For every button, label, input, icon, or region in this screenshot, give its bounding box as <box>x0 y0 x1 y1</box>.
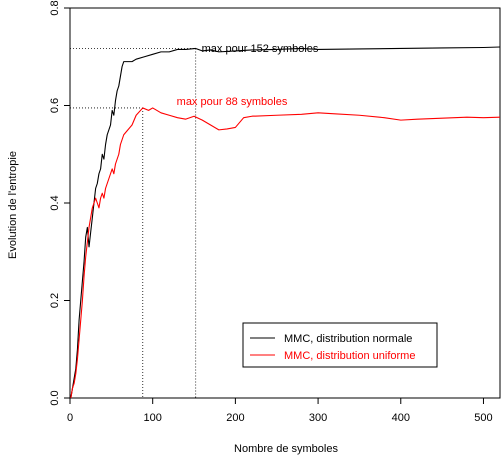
x-axis: 0 100 200 300 400 500 <box>67 398 493 424</box>
series-line-0 <box>70 46 501 399</box>
legend-label-normale: MMC, distribution normale <box>284 333 412 345</box>
x-tick-label-0: 0 <box>67 412 73 424</box>
y-tick-label-4: 0.8 <box>49 0 61 15</box>
annotation-max-152: max pour 152 symboles <box>202 43 319 55</box>
legend: MMC, distribution normale MMC, distribut… <box>242 322 438 368</box>
y-tick-label-0: 0.0 <box>49 390 61 405</box>
x-tick-label-100: 100 <box>144 412 162 424</box>
x-tick-label-500: 500 <box>474 412 492 424</box>
x-tick-label-400: 400 <box>392 412 410 424</box>
y-axis: 0.0 0.2 0.4 0.6 0.8 <box>49 0 70 406</box>
annotation-max-88: max pour 88 symboles <box>177 96 288 108</box>
reference-lines <box>70 48 197 398</box>
legend-label-uniforme: MMC, distribution uniforme <box>284 350 415 362</box>
x-tick-label-300: 300 <box>309 412 327 424</box>
y-tick-label-1: 0.2 <box>49 293 61 308</box>
x-axis-label: Nombre de symboles <box>234 443 338 455</box>
y-axis-label: Evolution de l'entropie <box>7 151 19 259</box>
series-layer <box>70 46 501 399</box>
y-tick-label-2: 0.4 <box>49 195 61 210</box>
y-tick-label-3: 0.6 <box>49 98 61 113</box>
series-line-1 <box>70 107 501 399</box>
legend-box <box>242 322 438 368</box>
x-tick-label-200: 200 <box>226 412 244 424</box>
